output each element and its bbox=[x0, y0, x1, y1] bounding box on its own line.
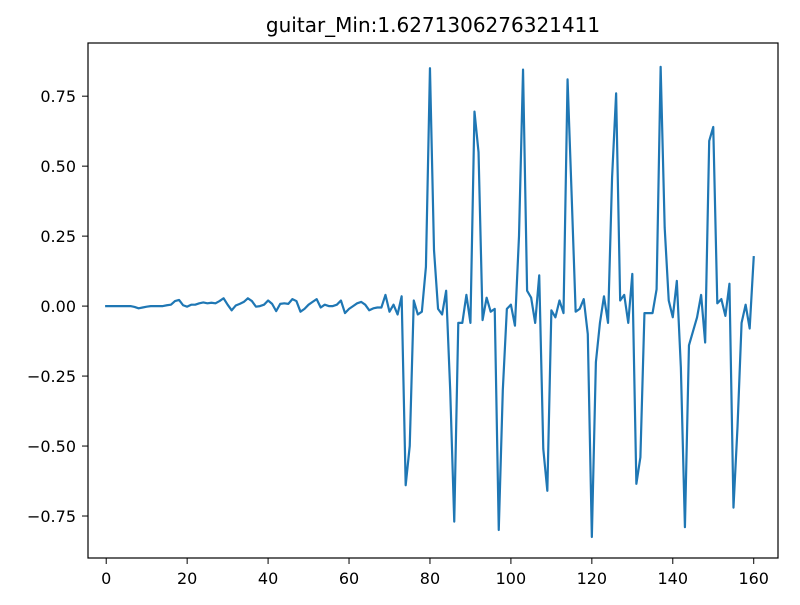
x-tick-label: 120 bbox=[577, 569, 608, 588]
plot-area: 0 20 40 60 80 100 120 140 160 −0.75 −0.50 −0.25 0.0… bbox=[27, 42, 779, 588]
y-tick-label: 0.75 bbox=[40, 87, 76, 106]
y-tick-label: −0.75 bbox=[27, 507, 76, 526]
y-tick-label: −0.50 bbox=[27, 437, 76, 456]
axes-frame bbox=[87, 42, 779, 559]
x-tick-label: 60 bbox=[339, 569, 359, 588]
x-axis: 0 20 40 60 80 100 120 140 160 bbox=[101, 558, 769, 588]
y-tick-label: −0.25 bbox=[27, 367, 76, 386]
x-tick-label: 0 bbox=[101, 569, 111, 588]
series-line-0 bbox=[105, 65, 755, 539]
y-axis: −0.75 −0.50 −0.25 0.00 0.25 0.50 0.75 bbox=[27, 87, 88, 526]
x-tick-label: 80 bbox=[420, 569, 440, 588]
series-layer bbox=[105, 65, 755, 539]
chart-title: guitar_Min:1.6271306276321411 bbox=[266, 13, 600, 37]
x-tick-label: 140 bbox=[658, 569, 689, 588]
y-tick-label: 0.25 bbox=[40, 227, 76, 246]
x-tick-label: 20 bbox=[177, 569, 197, 588]
y-tick-label: 0.00 bbox=[40, 297, 76, 316]
y-tick-label: 0.50 bbox=[40, 157, 76, 176]
x-tick-label: 160 bbox=[738, 569, 769, 588]
x-tick-label: 100 bbox=[496, 569, 527, 588]
x-tick-label: 40 bbox=[258, 569, 278, 588]
